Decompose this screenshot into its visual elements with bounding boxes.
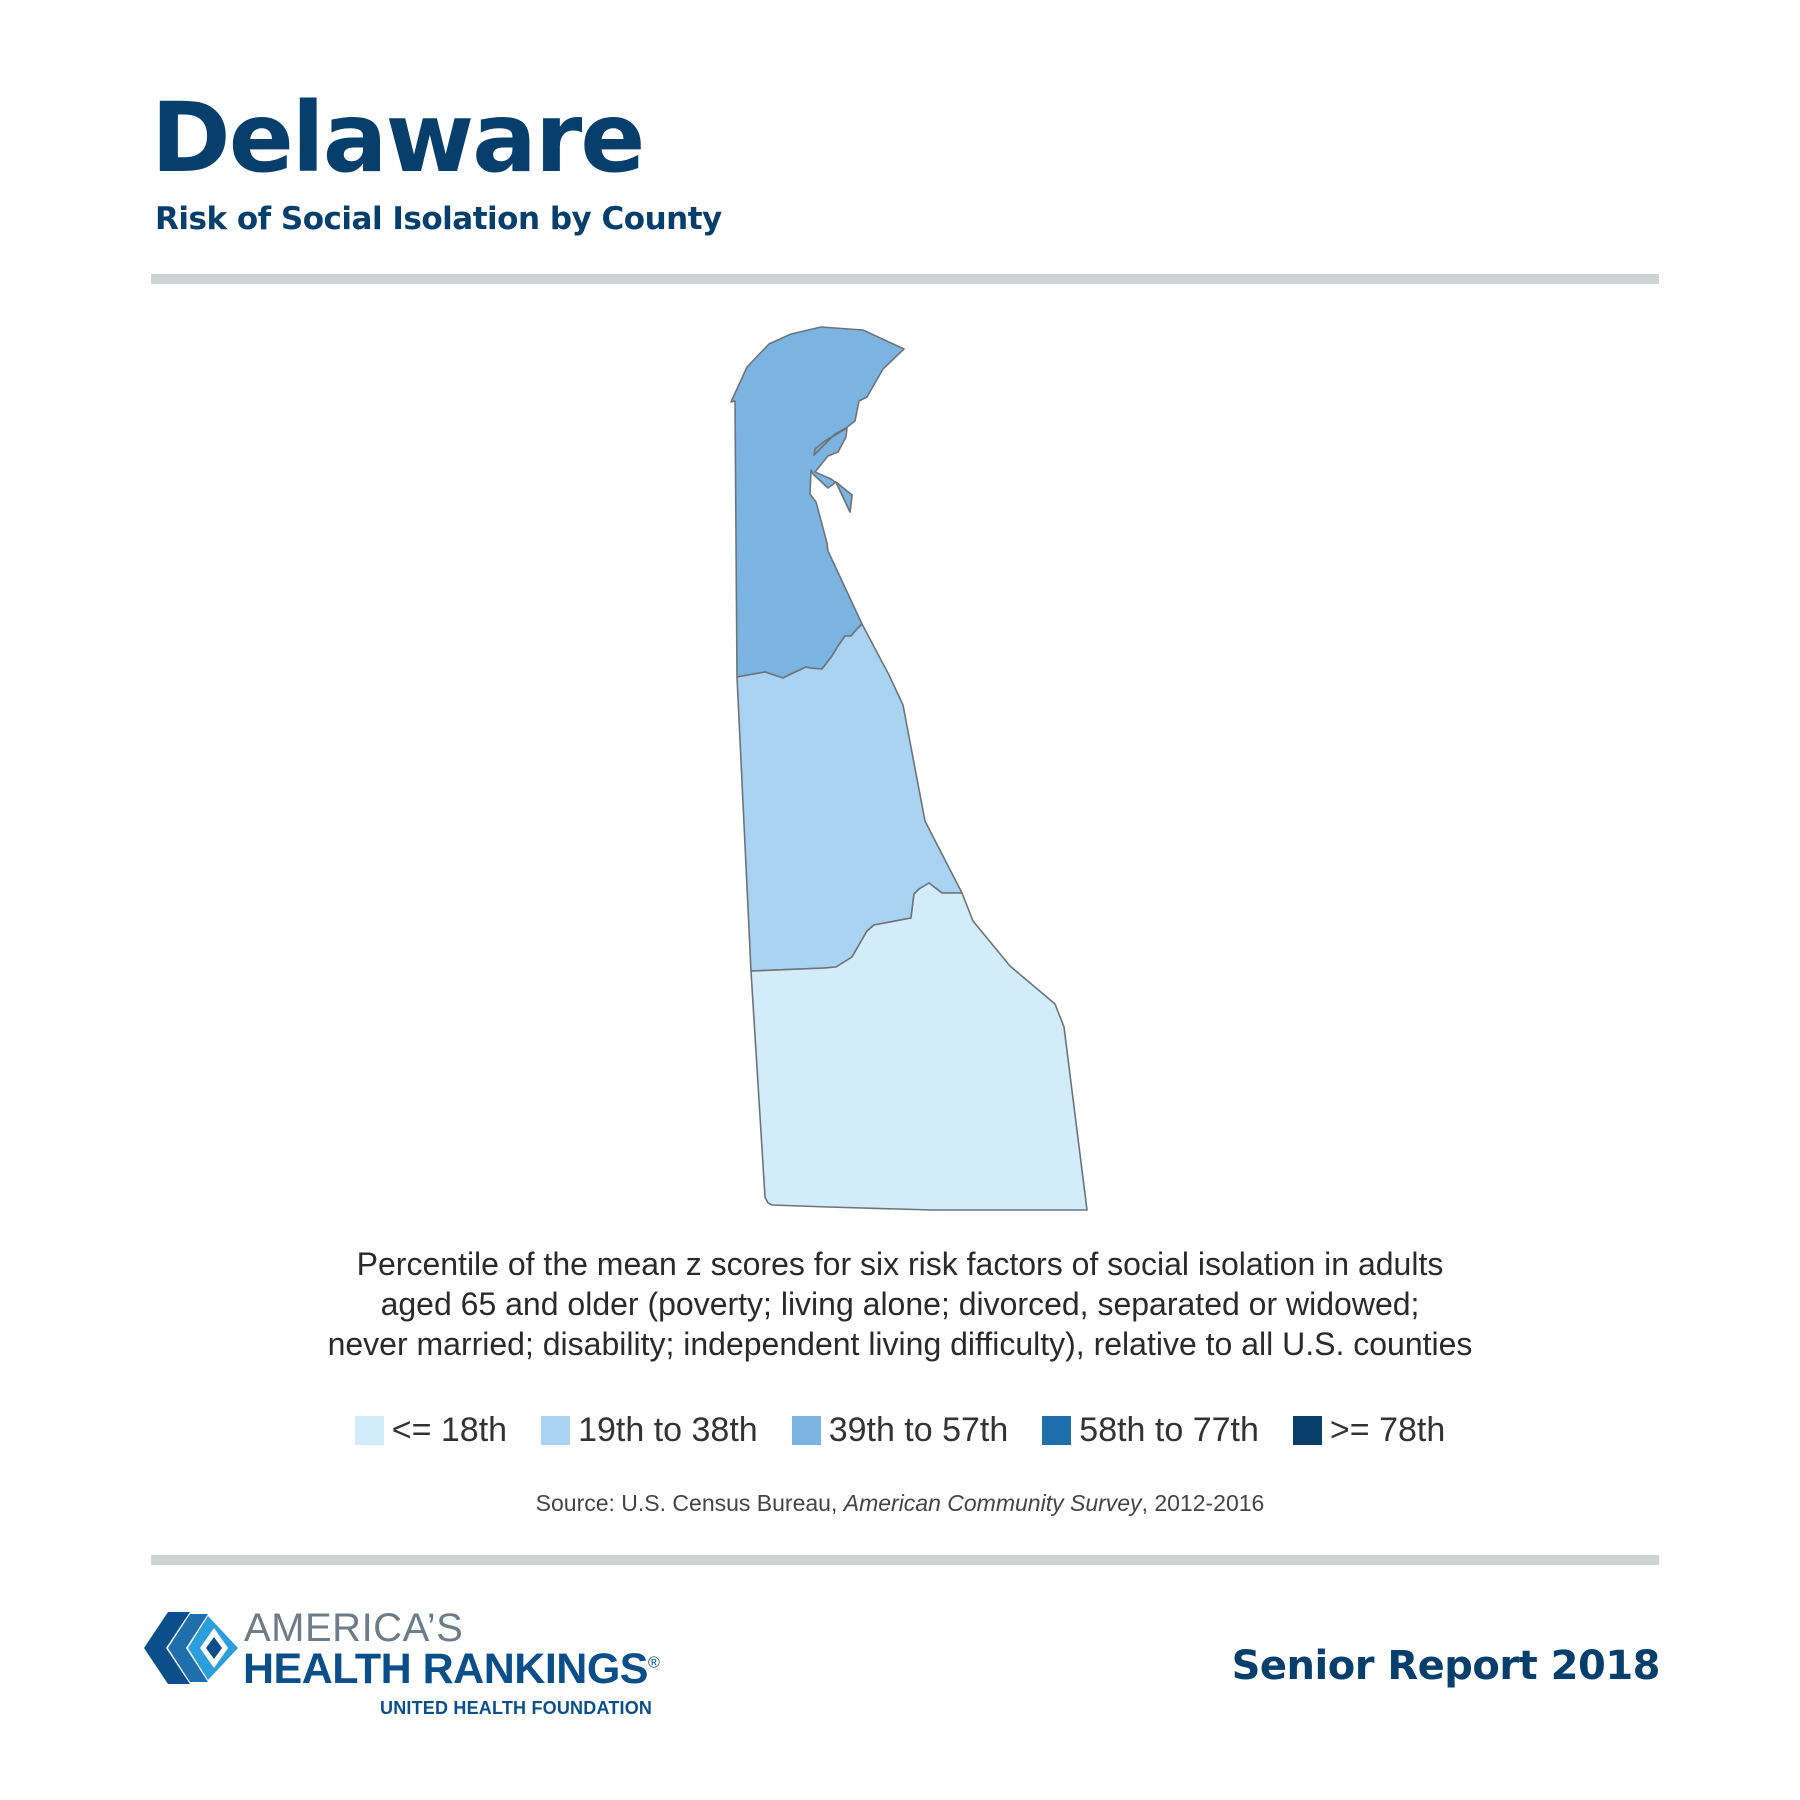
source-prefix: Source: U.S. Census Bureau, bbox=[535, 1490, 844, 1516]
bottom-divider bbox=[151, 1555, 1659, 1565]
legend-item: >= 78th bbox=[1292, 1411, 1446, 1450]
top-divider bbox=[151, 274, 1659, 284]
page-title: Delaware bbox=[151, 82, 645, 194]
description-line: never married; disability; independent l… bbox=[327, 1326, 1473, 1362]
legend-swatch bbox=[791, 1416, 821, 1445]
county-new-castle[interactable] bbox=[730, 326, 905, 679]
diamond-logo-icon bbox=[144, 1612, 238, 1684]
source-note: Source: U.S. Census Bureau, American Com… bbox=[0, 1490, 1800, 1517]
legend-item: 39th to 57th bbox=[791, 1411, 1009, 1450]
map-description: Percentile of the mean z scores for six … bbox=[200, 1244, 1600, 1364]
registered-mark: ® bbox=[647, 1654, 660, 1672]
county-sussex[interactable] bbox=[750, 882, 1088, 1211]
legend-label: >= 78th bbox=[1329, 1411, 1446, 1449]
logo-text-line3: UNITED HEALTH FOUNDATION bbox=[380, 1698, 653, 1718]
legend-item: 19th to 38th bbox=[541, 1411, 758, 1450]
description-line: Percentile of the mean z scores for six … bbox=[356, 1246, 1444, 1282]
legend-swatch bbox=[354, 1416, 384, 1445]
legend-item: 58th to 77th bbox=[1042, 1411, 1259, 1450]
logo-text-line1: AMERICA’S bbox=[244, 1606, 464, 1650]
logo-text-line2-main: HEALTH RANKINGS bbox=[243, 1645, 648, 1693]
legend-label: 19th to 38th bbox=[578, 1411, 758, 1449]
legend-item: <= 18th bbox=[354, 1411, 508, 1450]
americas-health-rankings-logo: AMERICA’S HEALTH RANKINGS® UNITED HEALTH… bbox=[144, 1600, 664, 1720]
source-publication: American Community Survey bbox=[843, 1490, 1142, 1516]
description-line: aged 65 and older (poverty; living alone… bbox=[380, 1286, 1420, 1322]
legend-label: <= 18th bbox=[391, 1411, 508, 1449]
legend-swatch bbox=[1042, 1416, 1072, 1445]
legend: <= 18th 19th to 38th 39th to 57th 58th t… bbox=[0, 1411, 1800, 1450]
legend-swatch bbox=[541, 1416, 571, 1445]
page-subtitle: Risk of Social Isolation by County bbox=[155, 201, 722, 237]
report-name: Senior Report 2018 bbox=[1231, 1643, 1661, 1689]
legend-label: 39th to 57th bbox=[828, 1411, 1009, 1449]
legend-label: 58th to 77th bbox=[1079, 1411, 1259, 1449]
logo-text-line2: HEALTH RANKINGS® bbox=[243, 1645, 660, 1694]
source-suffix: , 2012-2016 bbox=[1141, 1490, 1265, 1516]
legend-swatch bbox=[1292, 1416, 1322, 1445]
county-new-castle-island[interactable] bbox=[835, 481, 853, 513]
